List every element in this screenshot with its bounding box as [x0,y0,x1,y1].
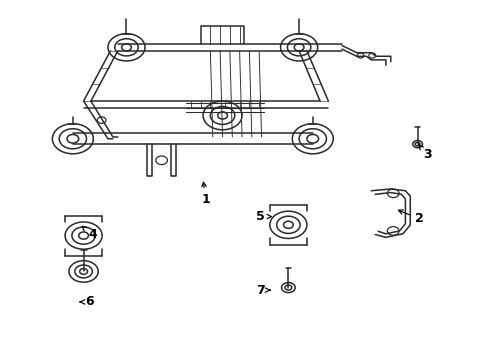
Text: 3: 3 [418,144,431,161]
Text: 7: 7 [255,284,270,297]
Text: 2: 2 [398,210,423,225]
Text: 5: 5 [255,210,271,223]
Text: 4: 4 [82,226,97,241]
Text: 1: 1 [201,182,209,206]
Text: 6: 6 [80,296,94,309]
